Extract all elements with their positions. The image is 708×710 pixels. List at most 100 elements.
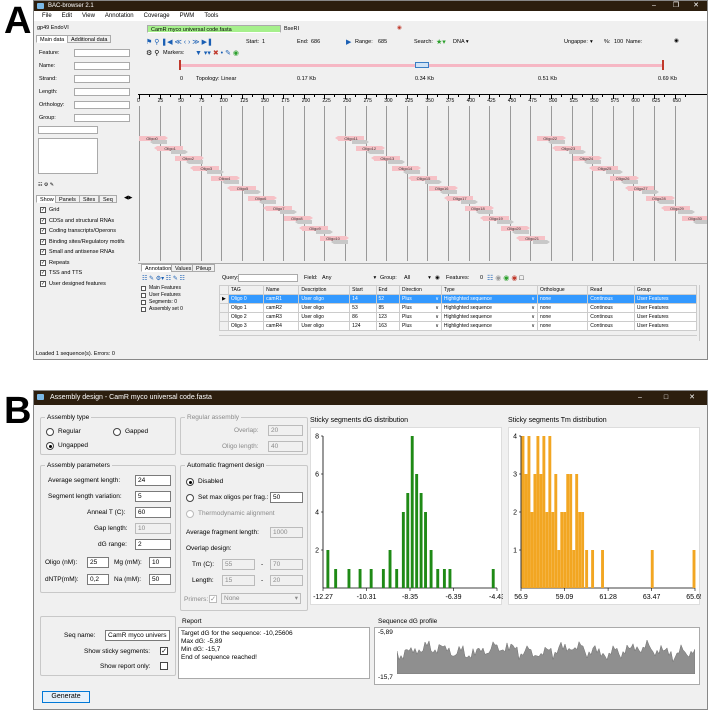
table-cell[interactable]: none xyxy=(536,321,589,331)
table-cell[interactable]: none xyxy=(536,303,589,313)
column-header[interactable]: Start xyxy=(349,285,377,295)
oligo-complement[interactable] xyxy=(496,220,514,224)
seq-name-input[interactable]: CamR myco univers xyxy=(105,630,170,641)
tree-item[interactable]: Main Features xyxy=(149,285,181,291)
oligo-feature[interactable]: Oligo30 xyxy=(682,216,707,221)
oligo-feature[interactable]: Oligo8 xyxy=(283,216,313,221)
table-row[interactable]: Oligo 1 camR2 User oligo 53 85 Plus ∨ Highlight… xyxy=(219,303,698,313)
feature-action-icons[interactable]: ☷ ◉ ◉ ◉ □ xyxy=(487,275,524,282)
overview-right-handle[interactable] xyxy=(662,60,664,70)
oligo-feature[interactable]: Oligo5 xyxy=(226,186,256,191)
menu-file[interactable]: File xyxy=(42,13,52,19)
field-input[interactable] xyxy=(74,49,130,57)
oligo-feature[interactable]: Oligo16 xyxy=(428,186,458,191)
set-max-oligos-radio[interactable] xyxy=(186,494,194,502)
oligo-complement[interactable] xyxy=(331,240,348,244)
table-cell[interactable]: camR3 xyxy=(263,312,300,322)
table-cell[interactable]: User oligo xyxy=(298,303,351,313)
oligo-feature[interactable]: Oligo9 xyxy=(298,226,328,231)
range-value[interactable]: 685 xyxy=(378,39,388,45)
tab-main-data[interactable]: Main data xyxy=(36,35,69,43)
oligo-complement[interactable] xyxy=(620,180,638,184)
oligo-complement[interactable] xyxy=(258,200,276,204)
anneal-input[interactable]: 60 xyxy=(135,507,171,518)
field-input[interactable] xyxy=(74,62,130,70)
oligo-feature[interactable]: Oligo10 xyxy=(320,236,349,241)
oligo-complement[interactable] xyxy=(207,170,225,174)
oligo-feature[interactable]: Oligo14 xyxy=(392,166,422,171)
cell-dropdown-icon[interactable]: ∨ xyxy=(435,296,439,302)
oligo-feature[interactable]: Oligo12 xyxy=(356,146,386,151)
report-box[interactable]: Target dG for the sequence: -10,25606 Ma… xyxy=(178,627,370,679)
oligo-complement[interactable] xyxy=(186,160,204,164)
oligo-feature[interactable]: Oligo26 xyxy=(609,176,639,181)
oligo-complement[interactable] xyxy=(641,190,659,194)
tree-checkbox[interactable] xyxy=(141,293,146,298)
menu-tools[interactable]: Tools xyxy=(204,13,219,19)
table-cell[interactable]: User Features xyxy=(633,321,698,331)
nav-buttons[interactable]: ⚑ ⚲ ❚◀ ≪ ‹ › ≫ ▶❚ xyxy=(146,39,213,46)
table-cell[interactable]: Highlighted sequence ∨ xyxy=(440,294,538,304)
oligo-complement[interactable] xyxy=(512,230,529,234)
table-cell[interactable]: Continous xyxy=(587,303,635,313)
column-header[interactable]: Description xyxy=(298,285,351,295)
table-cell[interactable]: none xyxy=(536,294,589,304)
disabled-radio[interactable] xyxy=(186,478,194,486)
table-cell[interactable]: Continous xyxy=(587,294,635,304)
overview-left-handle[interactable] xyxy=(179,60,181,70)
oligo-feature[interactable]: Oligo25 xyxy=(588,166,618,171)
ungapped-select[interactable]: ▾ xyxy=(590,39,593,45)
maximize-icon[interactable]: □ xyxy=(663,394,669,401)
table-cell[interactable]: 86 xyxy=(349,312,377,322)
oligo-complement[interactable] xyxy=(439,190,457,194)
tab-pileup[interactable]: Pileup xyxy=(192,264,216,272)
oligo-complement[interactable] xyxy=(279,210,297,214)
menu-edit[interactable]: Edit xyxy=(61,13,73,19)
table-cell[interactable]: camR2 xyxy=(263,303,300,313)
oligo-feature[interactable]: Oligo7 xyxy=(262,206,292,211)
oligo-complement[interactable] xyxy=(315,230,333,234)
table-cell[interactable]: Oligo 0 xyxy=(227,294,265,304)
table-cell[interactable]: User oligo xyxy=(298,312,351,322)
tab-panels[interactable]: Panels xyxy=(55,195,80,203)
set-max-oligos-input[interactable]: 50 xyxy=(270,492,303,503)
table-cell[interactable]: 53 xyxy=(349,303,377,313)
thermo-alignment-radio[interactable] xyxy=(186,510,194,518)
tab-seq[interactable]: Seq xyxy=(99,195,117,203)
field-input[interactable] xyxy=(74,101,130,109)
table-cell[interactable]: 85 xyxy=(375,303,401,313)
na-input[interactable]: 50 xyxy=(149,574,171,585)
table-row[interactable]: Oligo 2 camR3 User oligo 86 123 Plus ∨ Highligh… xyxy=(219,312,698,322)
table-cell[interactable]: User Features xyxy=(633,303,698,313)
oligo-complement[interactable] xyxy=(569,150,587,154)
oligo-complement[interactable] xyxy=(533,240,551,244)
feature-table[interactable]: TAG Name Description Start End Direction Type O… xyxy=(219,285,698,331)
length-max-input[interactable]: 20 xyxy=(270,575,303,586)
table-cell[interactable]: User Features xyxy=(633,312,698,322)
field-input[interactable] xyxy=(74,88,130,96)
end-value[interactable]: 686 xyxy=(311,39,321,45)
table-cell[interactable]: Plus ∨ xyxy=(399,303,442,313)
table-cell[interactable]: Highlighted sequence ∨ xyxy=(440,321,538,331)
tree-checkbox[interactable] xyxy=(141,286,146,291)
tab-sites[interactable]: Sites xyxy=(79,195,100,203)
tree-item[interactable]: User Features xyxy=(149,292,181,298)
table-cell[interactable]: 14 xyxy=(349,294,377,304)
tab-scroll-arrows[interactable]: ◀▶ xyxy=(124,195,133,201)
cell-dropdown-icon[interactable]: ∨ xyxy=(531,323,535,329)
column-header[interactable]: Orthologue xyxy=(536,285,589,295)
cell-dropdown-icon[interactable]: ∨ xyxy=(435,305,439,311)
overlap-input[interactable]: 20 xyxy=(268,425,303,436)
filter-icon[interactable]: ◉ xyxy=(435,275,440,281)
show-checkbox[interactable]: ✓ xyxy=(40,228,46,234)
oligo-complement[interactable] xyxy=(367,150,385,154)
file-tab[interactable]: CamR myco universal code.fasta xyxy=(147,25,281,33)
oligo-nm-input[interactable]: 25 xyxy=(87,557,109,568)
oligo-feature[interactable]: Oligo22 xyxy=(537,136,567,141)
primers-select[interactable]: None ▾ xyxy=(221,593,301,604)
menu-annotation[interactable]: Annotation xyxy=(104,13,134,19)
oligo-complement[interactable] xyxy=(548,140,566,144)
marker-icons[interactable]: ▼ ▾▾ ✖ • ✎ ◉ xyxy=(195,50,239,57)
oligo-complement[interactable] xyxy=(352,140,370,144)
feature-extra-field[interactable] xyxy=(38,126,98,134)
